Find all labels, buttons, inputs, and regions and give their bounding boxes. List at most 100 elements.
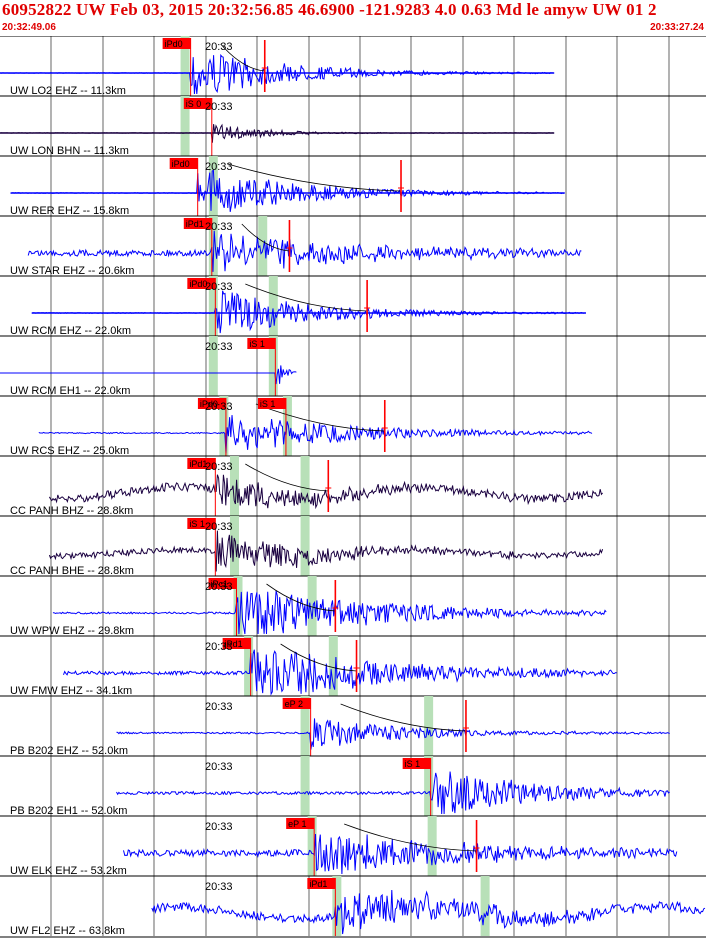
phase-pick-flag[interactable] bbox=[187, 518, 216, 529]
phase-pick-label: iPd0 bbox=[165, 39, 183, 49]
phase-pick-label: iPd1 bbox=[309, 879, 327, 889]
waveform-trace bbox=[151, 889, 706, 935]
coda-duration-curve bbox=[344, 823, 477, 852]
phase-pick-label: iS 1 bbox=[405, 759, 421, 769]
arrival-window bbox=[282, 396, 292, 456]
arrival-window bbox=[328, 636, 338, 696]
station-label: UW FMW EHZ -- 34.1km bbox=[10, 685, 132, 697]
arrival-window bbox=[229, 456, 239, 516]
time-tick-label: 20:33 bbox=[205, 761, 233, 773]
phase-pick-label: eP 2 bbox=[285, 699, 303, 709]
phase-pick-label: iPd0 bbox=[172, 159, 190, 169]
phase-pick-label: iS 0 bbox=[186, 99, 202, 109]
arrival-window bbox=[300, 696, 310, 756]
coda-duration-curve bbox=[241, 223, 290, 252]
station-label: CC PANH BHE -- 28.8km bbox=[10, 565, 134, 577]
arrival-window bbox=[424, 756, 434, 816]
phase-pick-flag[interactable] bbox=[197, 398, 226, 409]
arrival-window bbox=[208, 336, 218, 396]
phase-pick-flag[interactable] bbox=[187, 458, 216, 469]
trace-panel[interactable]: iPd0 20:33 UW RER EHZ -- 15.8km bbox=[0, 155, 706, 217]
station-label: UW STAR EHZ -- 20.6km bbox=[10, 265, 134, 277]
time-tick-label: 20:33 bbox=[205, 41, 233, 53]
coda-duration-curve bbox=[255, 403, 385, 432]
phase-pick-flag[interactable] bbox=[307, 878, 336, 889]
phase-pick-label: iS 1 bbox=[189, 519, 205, 529]
phase-pick-flag[interactable] bbox=[282, 698, 311, 709]
phase-pick-flag[interactable] bbox=[208, 578, 237, 589]
station-label: UW LON BHN -- 11.3km bbox=[10, 145, 129, 157]
phase-pick-flag[interactable] bbox=[247, 338, 276, 349]
phase-pick-flag[interactable] bbox=[187, 278, 216, 289]
phase-pick-flag[interactable] bbox=[222, 638, 251, 649]
time-tick-label: 20:33 bbox=[205, 821, 233, 833]
phase-pick-label: iPc1 bbox=[211, 579, 229, 589]
arrival-window bbox=[300, 456, 310, 516]
phase-pick-flag[interactable] bbox=[169, 158, 198, 169]
arrival-window bbox=[268, 336, 278, 396]
arrival-window bbox=[307, 576, 317, 636]
phase-pick-flag[interactable] bbox=[402, 758, 431, 769]
waveform-trace bbox=[116, 771, 670, 815]
trace-panel[interactable]: iPd1 20:33 UW STAR EHZ -- 20.6km bbox=[0, 215, 706, 277]
trace-panel[interactable]: iS 0 20:33 UW LON BHN -- 11.3km bbox=[0, 95, 706, 157]
station-label: UW LO2 EHZ -- 11.3km bbox=[10, 85, 126, 97]
time-tick-label: 20:33 bbox=[205, 581, 233, 593]
time-tick-label: 20:33 bbox=[205, 401, 233, 413]
trace-panel[interactable]: iPd1 20:33 UW FL2 EHZ -- 63.8km bbox=[0, 875, 706, 937]
time-tick-label: 20:33 bbox=[205, 161, 233, 173]
coda-duration-curve bbox=[245, 463, 329, 492]
time-tick-label: 20:33 bbox=[205, 221, 233, 233]
coda-duration-curve bbox=[340, 703, 466, 732]
phase-pick-flag[interactable] bbox=[183, 218, 212, 229]
arrival-window bbox=[300, 516, 310, 576]
arrival-window bbox=[244, 636, 254, 696]
arrival-window bbox=[180, 96, 190, 156]
trace-panel[interactable]: iPd0 20:33 UW LO2 EHZ -- 11.3km bbox=[0, 36, 706, 97]
phase-pick-label: iPd0 bbox=[189, 279, 207, 289]
phase-pick-flag[interactable] bbox=[183, 98, 212, 109]
coda-duration-curve bbox=[280, 643, 357, 672]
window-start-time: 20:32:49.06 bbox=[2, 22, 56, 33]
phase-pick-label: iS 1 bbox=[249, 339, 265, 349]
waveform-trace bbox=[27, 230, 582, 272]
station-label: UW RCM EH1 -- 22.0km bbox=[10, 385, 130, 397]
trace-panel[interactable]: eP 1 20:33 UW ELK EHZ -- 53.2km bbox=[0, 815, 706, 877]
arrival-window bbox=[180, 36, 190, 96]
arrival-window bbox=[427, 816, 437, 876]
waveform-trace bbox=[38, 415, 593, 454]
trace-panel[interactable]: iPd0 iS 1 20:33 UW RCS EHZ -- 25.0km bbox=[0, 395, 706, 457]
arrival-window bbox=[208, 156, 218, 216]
phase-pick-label: iPd1 bbox=[186, 219, 204, 229]
waveform-trace bbox=[63, 649, 617, 696]
phase-pick-label: iPd1 bbox=[189, 459, 207, 469]
trace-panel[interactable]: iS 1 20:33 PB B202 EH1 -- 52.0km bbox=[0, 755, 706, 817]
time-tick-label: 20:33 bbox=[205, 881, 233, 893]
station-label: UW RCS EHZ -- 25.0km bbox=[10, 445, 129, 457]
phase-pick-flag[interactable] bbox=[162, 38, 191, 49]
time-tick-label: 20:33 bbox=[205, 701, 233, 713]
phase-pick-flag[interactable] bbox=[286, 818, 315, 829]
trace-panel[interactable]: eP 2 20:33 PB B202 EHZ -- 52.0km bbox=[0, 695, 706, 757]
trace-panel[interactable]: iS 1 20:33 CC PANH BHE -- 28.8km bbox=[0, 515, 706, 577]
coda-duration-curve bbox=[245, 283, 368, 312]
coda-duration-curve bbox=[227, 163, 402, 192]
station-label: PB B202 EH1 -- 52.0km bbox=[10, 805, 127, 817]
phase-pick-label: eP 1 bbox=[288, 819, 306, 829]
phase-pick-label: iS 1 bbox=[260, 399, 276, 409]
phase-pick-flag[interactable] bbox=[257, 398, 286, 409]
arrival-window bbox=[424, 696, 434, 756]
waveform-trace bbox=[123, 833, 678, 875]
station-label: CC PANH BHZ -- 28.8km bbox=[10, 505, 133, 517]
arrival-window bbox=[307, 816, 317, 876]
station-label: UW RER EHZ -- 15.8km bbox=[10, 205, 129, 217]
waveform-trace bbox=[116, 718, 670, 750]
arrival-window bbox=[258, 216, 268, 276]
phase-pick-label: iPd0 bbox=[200, 399, 218, 409]
trace-panel[interactable]: iS 1 20:33 UW RCM EH1 -- 22.0km bbox=[0, 335, 706, 397]
